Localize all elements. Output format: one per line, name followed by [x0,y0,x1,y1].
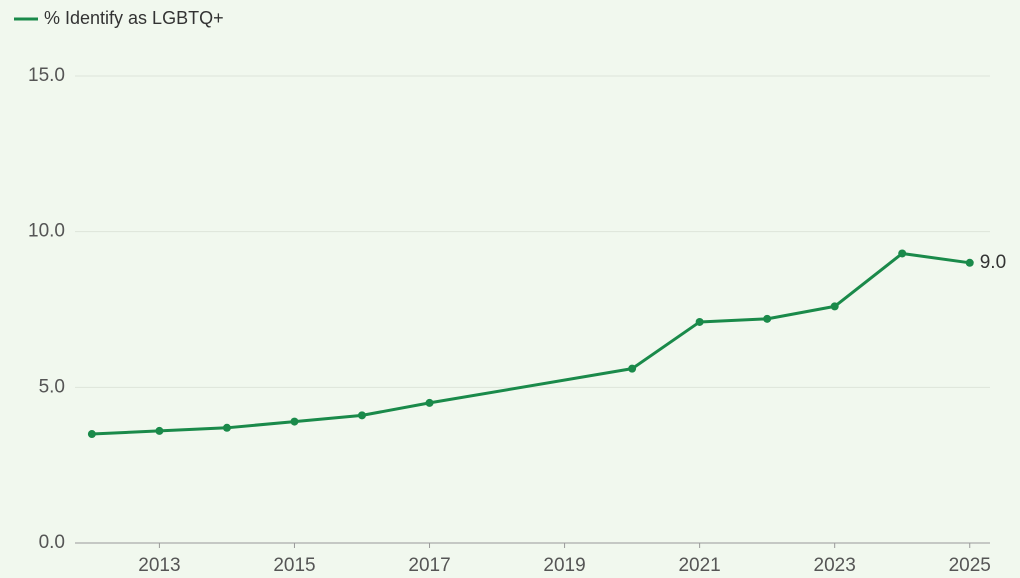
y-tick-label: 10.0 [28,221,65,242]
y-tick-label: 5.0 [39,376,65,397]
x-tick-label: 2017 [408,555,450,576]
value-label: 9.0 [980,252,1006,273]
point [965,258,974,267]
point [898,249,907,258]
y-tick-label: 0.0 [39,532,65,553]
x-tick-label: 2021 [678,555,720,576]
point [425,398,434,407]
legend-label: % Identify as LGBTQ+ [44,8,224,28]
x-tick-label: 2025 [949,555,991,576]
x-tick-label: 2015 [273,555,315,576]
point [222,423,231,432]
point [357,411,366,420]
point [87,430,96,439]
point [763,314,772,323]
x-tick-label: 2013 [138,555,180,576]
x-tick-label: 2023 [814,555,856,576]
line [91,251,970,436]
y-tick-label: 15.0 [28,65,65,86]
point [155,426,164,435]
point [628,364,637,373]
point [830,302,839,311]
x-tick-label: 2019 [543,555,585,576]
point [695,317,704,326]
point [290,417,299,426]
